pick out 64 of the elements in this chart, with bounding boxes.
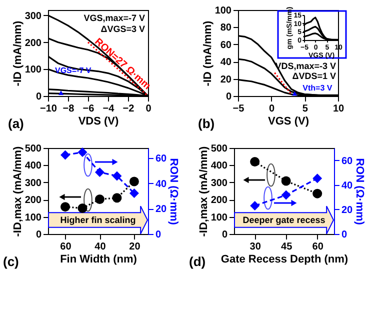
y-axis-title: -ID,max (mA/mm) [12, 146, 24, 237]
y-tick-label: 400 [24, 160, 42, 172]
y2-axis-title: RON (Ω·mm) [354, 158, 366, 226]
y-tick-label: 300 [24, 10, 42, 22]
y-axis-title: -ID (mA/mm) [202, 20, 214, 86]
x-tick-label: 0 [269, 104, 276, 114]
annotation: VGS,max=-7 V [84, 13, 145, 23]
y-tick-label: 500 [24, 144, 42, 154]
annotation: ΔVGS=3 V [100, 24, 145, 34]
y2-tick-label: 40 [156, 178, 168, 190]
y-axis-title: -ID (mA/mm) [12, 20, 24, 86]
y2-tick-label: 0 [156, 230, 162, 240]
y-tick-label: 0 [226, 92, 232, 102]
x-tick-label: 45 [281, 242, 293, 252]
x-tick-label: −6 [82, 104, 95, 114]
y-tick-label: 40 [220, 57, 232, 68]
y-tick-label: 0 [222, 230, 228, 240]
y-tick-label: 20 [220, 74, 232, 86]
x-axis-title: Gate Recess Depth (nm) [220, 254, 348, 266]
y-tick-label: 100 [214, 6, 232, 16]
y-tick-label: 500 [210, 144, 228, 154]
y2-tick-label: 20 [156, 204, 168, 216]
annotation: Vth=3 V [302, 83, 333, 92]
x-tick-label: −10 [40, 104, 58, 114]
y2-tick-label: 20 [342, 204, 354, 216]
y-tick-label: 300 [210, 178, 228, 189]
y-tick-label: 300 [24, 178, 42, 189]
x-tick-label: −5 [232, 104, 245, 114]
y-tick-label: 400 [210, 160, 228, 172]
x-axis-title: VGS (V) [268, 116, 310, 128]
x-axis-title: Fin Width (nm) [60, 254, 138, 266]
y2-tick-label: 60 [342, 156, 354, 167]
y-tick-label: 200 [210, 195, 228, 206]
x-tick-label: 30 [250, 242, 262, 252]
y-tick-label: 200 [24, 195, 42, 206]
text: (c) [3, 254, 19, 269]
y-tick-label: 100 [24, 64, 42, 76]
x-tick-label: −2 [122, 104, 135, 114]
y2-tick-label: 40 [342, 180, 354, 192]
text: (a) [8, 116, 24, 131]
x-tick-label: −4 [102, 104, 115, 114]
y2-tick-label: 60 [156, 154, 168, 165]
text: (b) [198, 116, 215, 131]
x-tick-label: 60 [60, 242, 72, 252]
x-tick-label: 10 [332, 104, 344, 114]
x-tick-label: 20 [129, 242, 141, 252]
y-tick-label: 200 [24, 38, 42, 49]
x-tick-label: 60 [312, 242, 324, 252]
text: (d) [189, 254, 206, 269]
x-tick-label: 40 [94, 242, 106, 252]
y-tick-label: 0 [36, 230, 42, 240]
x-axis-title: VDS (V) [78, 116, 119, 128]
x-tick-label: −8 [62, 104, 75, 114]
annotation: Higher fin scaling [60, 215, 136, 225]
y-tick-label: 80 [220, 22, 232, 34]
y-axis-title: -ID,max (mA/mm) [198, 146, 210, 237]
y2-tick-label: 0 [342, 230, 348, 240]
annotation: Deeper gate recess [242, 215, 326, 225]
y-tick-label: 100 [24, 212, 42, 224]
y-tick-label: 0 [36, 92, 42, 102]
x-tick-label: 0 [146, 104, 152, 114]
annotation: ΔVDS=1 V [292, 71, 336, 81]
y2-axis-title: RON (Ω·mm) [168, 158, 180, 226]
y-tick-label: 100 [210, 212, 228, 224]
